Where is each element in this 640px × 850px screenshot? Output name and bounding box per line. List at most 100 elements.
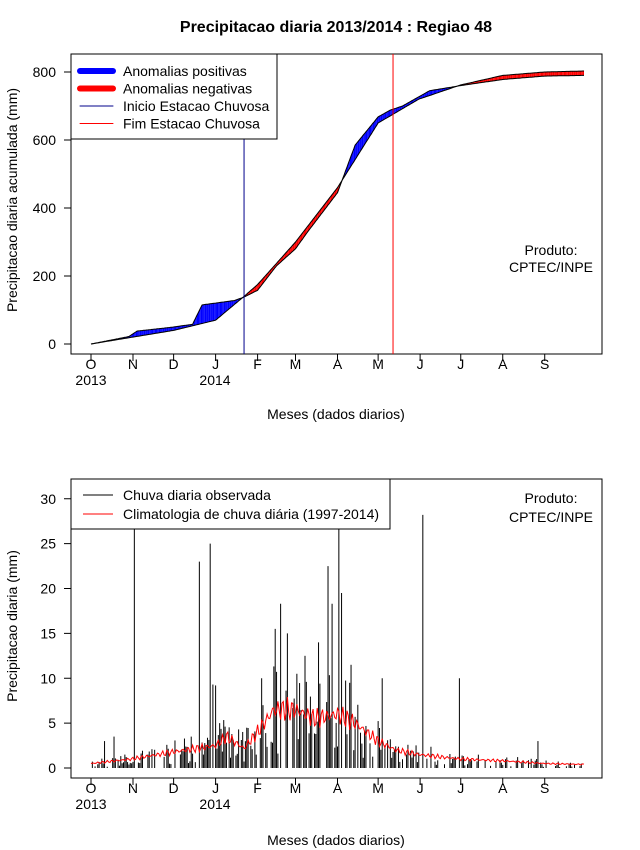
positive-anomaly-fill bbox=[204, 304, 207, 323]
negative-anomaly-fill bbox=[489, 78, 491, 82]
bottom-legend-label: Chuva diaria observada bbox=[123, 487, 271, 503]
positive-anomaly-fill bbox=[227, 301, 230, 310]
negative-anomaly-fill bbox=[500, 75, 502, 80]
positive-anomaly-fill bbox=[164, 327, 166, 332]
bottom-ytick-label: 15 bbox=[40, 625, 56, 641]
negative-anomaly-fill bbox=[292, 243, 295, 252]
positive-anomaly-fill bbox=[176, 326, 178, 330]
negative-anomaly-fill bbox=[520, 73, 522, 79]
top-ytick-label: 200 bbox=[33, 268, 57, 284]
positive-anomaly-fill bbox=[387, 110, 389, 118]
positive-anomaly-fill bbox=[364, 131, 366, 145]
negative-anomaly-fill bbox=[567, 71, 570, 76]
negative-anomaly-fill bbox=[552, 71, 555, 76]
top-annotation-line2: CPTEC/INPE bbox=[509, 259, 593, 275]
positive-anomaly-fill bbox=[365, 130, 368, 143]
positive-anomaly-fill bbox=[170, 327, 173, 331]
bottom-year-2013: 2013 bbox=[75, 796, 106, 812]
negative-anomaly-fill bbox=[547, 71, 549, 77]
top-xtick-label: A bbox=[333, 356, 343, 372]
negative-anomaly-fill bbox=[535, 72, 537, 77]
top-ylabel: Precipitacao diaria acumulada (mm) bbox=[4, 88, 20, 312]
climatology-cumulative-line bbox=[90, 70, 584, 345]
positive-anomaly-fill bbox=[156, 328, 158, 334]
negative-anomaly-fill bbox=[531, 72, 533, 78]
bottom-annotation-line1: Produto: bbox=[525, 490, 578, 506]
bottom-xtick-label: O bbox=[86, 780, 97, 796]
negative-anomaly-fill bbox=[532, 72, 534, 78]
positive-anomaly-fill bbox=[221, 302, 223, 316]
top-year-2014: 2014 bbox=[199, 372, 230, 388]
negative-anomaly-fill bbox=[490, 77, 492, 82]
bottom-xtick-label: F bbox=[253, 780, 262, 796]
positive-anomaly-fill bbox=[214, 303, 216, 321]
positive-anomaly-fill bbox=[379, 115, 381, 123]
positive-anomaly-fill bbox=[149, 329, 151, 335]
top-xtick-label: D bbox=[169, 356, 179, 372]
positive-anomaly-fill bbox=[356, 141, 358, 158]
positive-anomaly-fill bbox=[210, 303, 212, 322]
positive-anomaly-fill bbox=[355, 143, 357, 160]
negative-anomaly-fill bbox=[533, 72, 536, 77]
bottom-xtick-label: A bbox=[333, 780, 343, 796]
bottom-ytick-label: 0 bbox=[48, 760, 56, 776]
positive-anomaly-fill bbox=[169, 327, 171, 332]
negative-anomaly-fill bbox=[510, 74, 513, 79]
bottom-xtick-label: J bbox=[212, 780, 219, 796]
positive-anomaly-fill bbox=[428, 90, 430, 96]
positive-anomaly-fill bbox=[395, 107, 398, 113]
bottom-ytick-label: 20 bbox=[40, 581, 56, 597]
bottom-xtick-label: J bbox=[457, 780, 464, 796]
negative-anomaly-fill bbox=[486, 78, 488, 82]
positive-anomaly-fill bbox=[179, 326, 181, 330]
positive-anomaly-fill bbox=[433, 89, 436, 95]
positive-anomaly-fill bbox=[222, 301, 224, 315]
figure-title: Precipitacao diaria 2013/2014 : Regiao 4… bbox=[180, 19, 492, 36]
negative-anomaly-fill bbox=[579, 71, 582, 76]
positive-anomaly-fill bbox=[162, 328, 165, 333]
climatology-daily-line bbox=[90, 697, 585, 766]
positive-anomaly-fill bbox=[197, 310, 200, 325]
negative-anomaly-fill bbox=[508, 74, 510, 80]
negative-anomaly-fill bbox=[582, 70, 584, 76]
positive-anomaly-fill bbox=[160, 328, 162, 333]
positive-anomaly-fill bbox=[368, 126, 371, 139]
negative-anomaly-fill bbox=[546, 71, 548, 77]
positive-anomaly-fill bbox=[386, 111, 388, 119]
negative-anomaly-fill bbox=[555, 71, 557, 76]
positive-anomaly-fill bbox=[360, 136, 362, 151]
positive-anomaly-fill bbox=[145, 330, 147, 336]
negative-anomaly-fill bbox=[570, 71, 572, 76]
top-legend-label: Fim Estacao Chuvosa bbox=[123, 116, 260, 132]
positive-anomaly-fill bbox=[225, 301, 227, 313]
negative-anomaly-fill bbox=[256, 284, 258, 291]
negative-anomaly-fill bbox=[509, 74, 511, 79]
negative-anomaly-fill bbox=[494, 76, 496, 81]
positive-anomaly-fill bbox=[173, 326, 175, 331]
bottom-xtick-label: S bbox=[540, 780, 549, 796]
negative-anomaly-fill bbox=[513, 74, 515, 79]
top-ytick-label: 0 bbox=[48, 336, 56, 352]
positive-anomaly-fill bbox=[383, 113, 385, 120]
negative-anomaly-fill bbox=[505, 75, 507, 80]
positive-anomaly-fill bbox=[223, 301, 226, 314]
positive-anomaly-fill bbox=[157, 328, 159, 334]
negative-anomaly-fill bbox=[516, 74, 518, 79]
positive-anomaly-fill bbox=[172, 327, 174, 331]
positive-anomaly-fill bbox=[380, 114, 383, 122]
positive-anomaly-fill bbox=[207, 303, 209, 323]
negative-anomaly-fill bbox=[577, 71, 579, 76]
negative-anomaly-fill bbox=[574, 71, 576, 76]
positive-anomaly-fill bbox=[137, 330, 139, 337]
bottom-legend-box bbox=[70, 478, 391, 530]
negative-anomaly-fill bbox=[581, 71, 583, 76]
positive-anomaly-fill bbox=[138, 330, 140, 337]
negative-anomaly-fill bbox=[514, 74, 517, 79]
positive-anomaly-fill bbox=[135, 331, 138, 337]
positive-anomaly-fill bbox=[430, 90, 433, 96]
negative-anomaly-fill bbox=[560, 71, 563, 76]
negative-anomaly-fill bbox=[548, 71, 551, 77]
bottom-ytick-label: 30 bbox=[40, 491, 56, 507]
negative-anomaly-fill bbox=[517, 74, 519, 79]
top-xtick-label: M bbox=[372, 356, 384, 372]
